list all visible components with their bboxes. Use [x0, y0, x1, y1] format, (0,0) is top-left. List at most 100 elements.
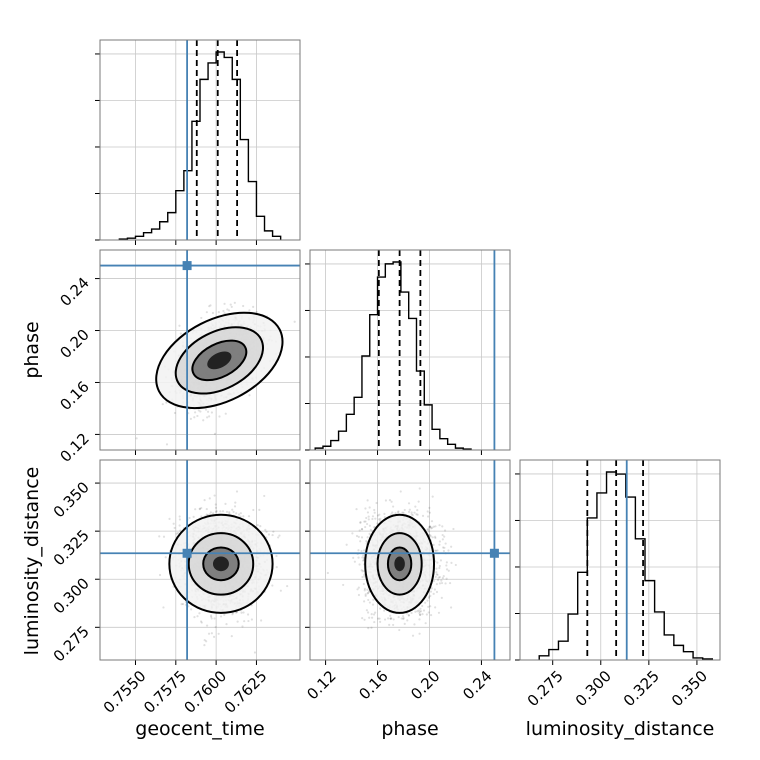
sample-point — [267, 533, 271, 536]
sample-point — [242, 515, 245, 518]
sample-point — [441, 533, 444, 537]
sample-point — [279, 589, 282, 592]
sample-point — [168, 517, 171, 520]
sample-point — [178, 524, 181, 527]
sample-point — [413, 511, 416, 514]
contour-line — [155, 311, 284, 410]
x-tick-label: 0.7550 — [100, 667, 150, 717]
y-tick-label: 0.16 — [56, 378, 92, 414]
sample-point — [205, 513, 208, 516]
sample-point — [219, 510, 222, 513]
sample-point — [217, 632, 220, 635]
sample-point — [414, 610, 417, 613]
hist-bin — [568, 614, 578, 660]
sample-point — [193, 616, 196, 619]
sample-point — [229, 303, 232, 306]
sample-point — [205, 624, 209, 627]
sample-point — [277, 536, 280, 539]
sample-point — [235, 490, 239, 493]
sample-point — [240, 611, 243, 614]
sample-point — [213, 432, 217, 435]
sample-point — [434, 549, 437, 552]
hist-bin — [265, 231, 273, 240]
sample-point — [368, 532, 371, 535]
sample-point — [227, 309, 231, 312]
hist-bin — [549, 650, 559, 660]
hist-bin — [354, 397, 362, 450]
sample-point — [278, 534, 281, 537]
sample-point — [180, 603, 183, 606]
sample-point — [250, 618, 253, 621]
sample-point — [209, 304, 212, 307]
sample-point — [179, 529, 182, 532]
sample-point — [271, 584, 274, 587]
sample-point — [233, 505, 237, 508]
sample-point — [178, 324, 181, 327]
sample-point — [223, 302, 226, 305]
sample-point — [445, 564, 448, 567]
sample-point — [352, 556, 355, 559]
hist-bin — [346, 414, 354, 450]
contour-line — [187, 532, 255, 596]
sample-point — [242, 304, 245, 308]
sample-point — [275, 566, 278, 569]
sample-point — [179, 332, 182, 335]
sample-point — [205, 507, 208, 511]
sample-point — [230, 635, 233, 638]
sample-point — [158, 573, 162, 577]
sample-point — [161, 403, 164, 406]
sample-point — [200, 316, 203, 320]
x-tick-label: 0.325 — [620, 667, 663, 710]
sample-point — [361, 617, 364, 620]
sample-point — [203, 644, 206, 647]
sample-point — [435, 571, 438, 574]
sample-point — [265, 530, 268, 533]
sample-point — [189, 417, 192, 421]
sample-point — [366, 592, 369, 595]
sample-point — [377, 518, 381, 521]
x-tick-label: 0.7600 — [180, 667, 230, 717]
sample-point — [209, 614, 213, 617]
sample-point — [252, 508, 255, 512]
sample-point — [236, 620, 239, 623]
sample-point — [264, 528, 267, 531]
x-tick-label: 0.300 — [572, 667, 615, 710]
sample-point — [431, 495, 434, 498]
hist-bin — [655, 612, 665, 660]
sample-point — [433, 588, 436, 591]
sample-point — [188, 516, 191, 520]
sample-point — [443, 535, 446, 538]
sample-point — [235, 611, 238, 614]
x-tick-label: 0.24 — [459, 667, 495, 703]
sample-point — [234, 501, 237, 504]
sample-point — [371, 603, 375, 606]
sample-point — [204, 408, 208, 411]
sample-point — [224, 412, 227, 415]
hist-bin — [440, 439, 448, 450]
sample-point — [271, 533, 274, 537]
sample-point — [434, 606, 437, 609]
sample-point — [430, 587, 433, 590]
sample-point — [253, 651, 257, 654]
hist-bin — [558, 641, 568, 660]
sample-point — [258, 508, 261, 511]
hist-bin — [339, 431, 347, 450]
sample-point — [411, 514, 414, 517]
sample-point — [370, 613, 373, 616]
x-tick-label: 0.7575 — [140, 667, 190, 717]
sample-point — [363, 600, 366, 603]
sample-point — [210, 411, 214, 414]
sample-point — [362, 582, 365, 586]
hist-bin — [176, 191, 184, 240]
sample-point — [211, 512, 215, 515]
density-peak — [207, 351, 232, 370]
sample-point — [228, 511, 231, 514]
sample-point — [198, 508, 202, 511]
sample-point — [392, 623, 395, 627]
x-tick-label: 0.20 — [407, 667, 443, 703]
joint-panel-luminosity-distance-vs-geocent-time: 0.75500.75750.76000.76250.2750.3000.3250… — [50, 459, 301, 717]
sample-point — [178, 518, 181, 521]
x-tick-label: 0.350 — [668, 667, 711, 710]
hist-bin — [409, 318, 417, 450]
sample-point — [225, 622, 228, 626]
